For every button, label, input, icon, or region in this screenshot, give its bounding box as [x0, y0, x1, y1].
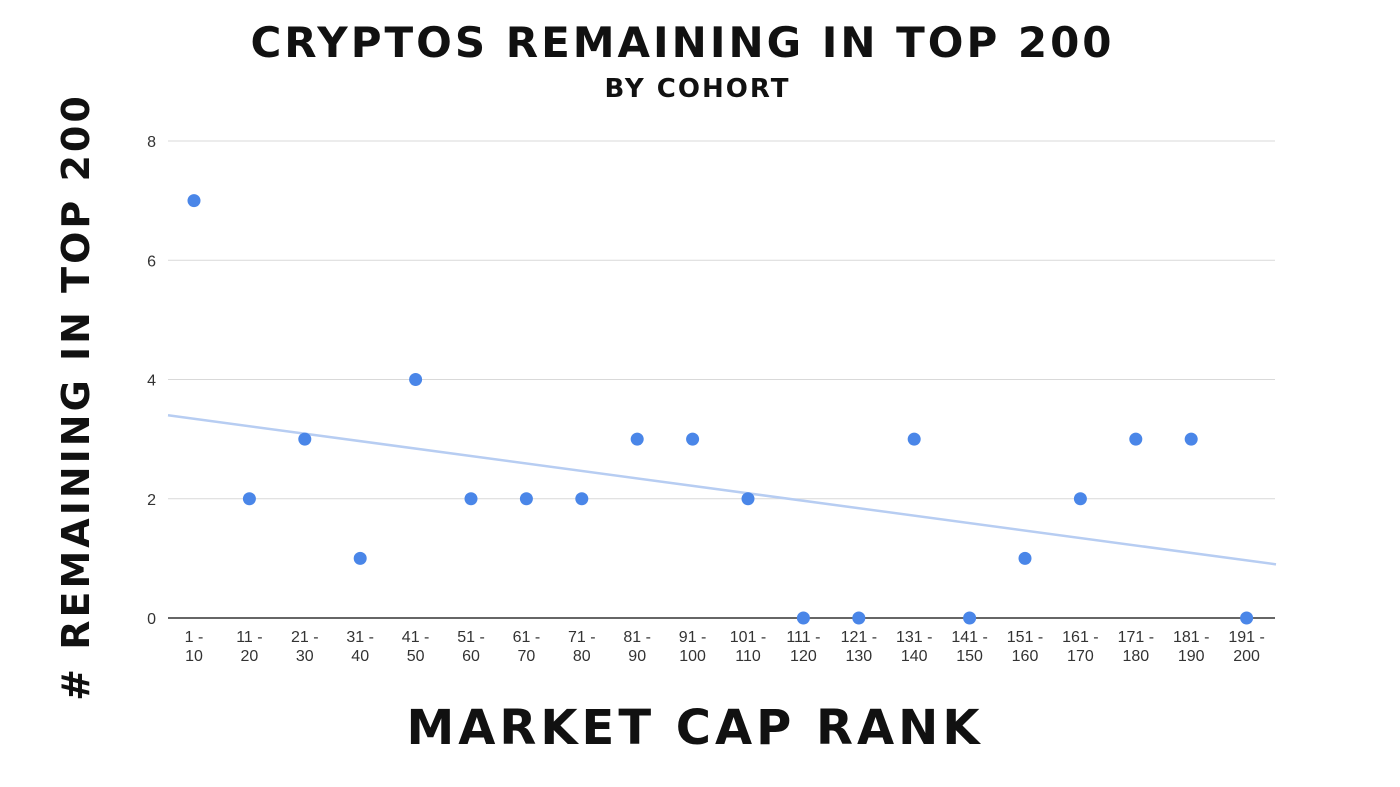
y-tick-label-2: 2 [147, 492, 156, 509]
x-tick-label: 41 -50 [402, 629, 430, 665]
x-tick-label: 161 -170 [1062, 629, 1098, 665]
x-tick-label: 81 -90 [623, 629, 651, 665]
x-tick-label: 101 -110 [730, 629, 766, 665]
data-point [630, 432, 644, 446]
x-axis-ticks: 1 -10 11 -20 21 -30 31 -40 41 -50 51 -60 61 -7… [185, 629, 1265, 665]
data-point [1018, 551, 1032, 565]
chart-title: CRYPTOS REMAINING IN TOP 200 [250, 18, 1115, 67]
data-point [242, 492, 256, 506]
data-point [686, 432, 700, 446]
x-tick-label: 1 -10 [185, 629, 204, 665]
data-point [852, 611, 866, 625]
x-tick-label: 71 -80 [568, 629, 596, 665]
data-point [963, 611, 977, 625]
gridlines [168, 140, 1275, 500]
data-point [409, 373, 423, 386]
x-tick-label: 21 -30 [291, 629, 319, 665]
data-point [1240, 611, 1254, 625]
data-point [796, 611, 810, 625]
x-tick-label: 91 -100 [679, 629, 707, 665]
x-tick-label: 121 -130 [841, 629, 877, 665]
data-point [464, 492, 478, 506]
data-points [187, 194, 1254, 625]
data-point [187, 194, 201, 208]
data-point [353, 551, 367, 565]
x-tick-label: 51 -60 [457, 629, 485, 665]
data-point [1073, 492, 1087, 506]
data-point [519, 492, 533, 506]
x-tick-label: 171 -180 [1118, 629, 1154, 665]
y-tick-label-4: 4 [147, 373, 156, 390]
data-point [907, 432, 921, 446]
trendline [167, 414, 1277, 566]
y-tick-label-8: 8 [147, 134, 156, 151]
x-tick-label: 191 -200 [1228, 629, 1264, 665]
data-point [741, 492, 755, 506]
x-tick-label: 111 -120 [786, 629, 820, 665]
data-point [298, 432, 312, 446]
x-tick-label: 151 -160 [1007, 629, 1043, 665]
trendline-layer [167, 414, 1277, 566]
x-tick-label: 61 -70 [513, 629, 541, 665]
x-tick-label: 11 -20 [236, 629, 262, 665]
y-axis-ticks: 0 2 4 6 8 [147, 134, 156, 628]
y-tick-label-0: 0 [147, 611, 156, 628]
data-point [1184, 432, 1198, 446]
x-tick-label: 141 -150 [951, 629, 987, 665]
x-tick-label: 181 -190 [1173, 629, 1209, 665]
x-tick-label: 31 -40 [346, 629, 374, 665]
x-tick-label: 131 -140 [896, 629, 932, 665]
x-axis-title: MARKET CAP RANK [406, 700, 984, 756]
y-tick-label-6: 6 [147, 253, 156, 270]
chart-subtitle: BY COHORT [604, 74, 791, 104]
data-point [1129, 432, 1143, 446]
data-point [575, 492, 589, 506]
